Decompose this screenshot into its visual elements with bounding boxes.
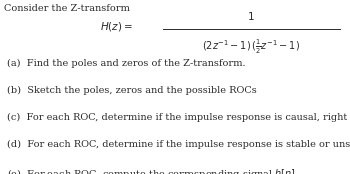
Text: $(2z^{-1}-1)\,(\frac{1}{2}z^{-1}-1)$: $(2z^{-1}-1)\,(\frac{1}{2}z^{-1}-1)$ — [202, 37, 300, 56]
Text: (e)  For each ROC, compute the corresponding signal $h[n]$.: (e) For each ROC, compute the correspond… — [7, 167, 299, 174]
Text: $1$: $1$ — [247, 10, 255, 22]
Text: (a)  Find the poles and zeros of the Z-transform.: (a) Find the poles and zeros of the Z-tr… — [7, 59, 246, 68]
Text: (c)  For each ROC, determine if the impulse response is causal, right sided, or : (c) For each ROC, determine if the impul… — [7, 113, 350, 122]
Text: (b)  Sketch the poles, zeros and the possible ROCs: (b) Sketch the poles, zeros and the poss… — [7, 86, 257, 95]
Text: $H(z) =$: $H(z) =$ — [100, 21, 133, 33]
Text: (d)  For each ROC, determine if the impulse response is stable or unstable.: (d) For each ROC, determine if the impul… — [7, 140, 350, 149]
Text: Consider the Z-transform: Consider the Z-transform — [4, 4, 130, 13]
